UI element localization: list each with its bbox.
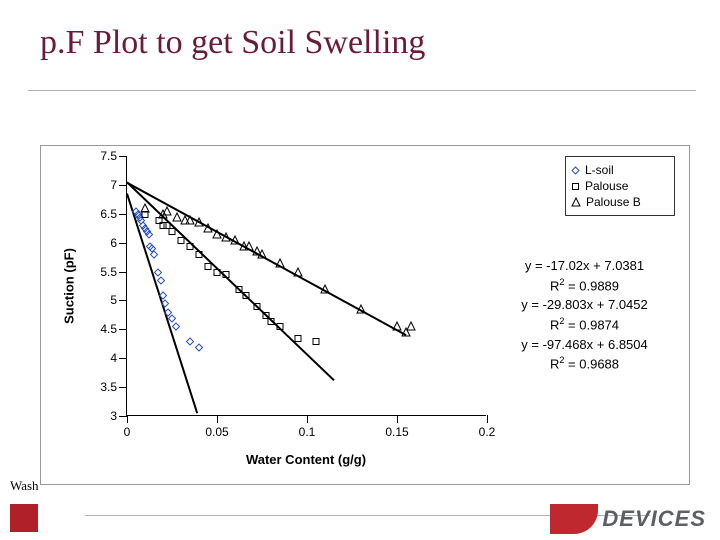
data-point xyxy=(186,211,194,229)
data-point xyxy=(268,312,275,330)
data-point xyxy=(295,329,302,347)
data-point xyxy=(258,245,266,263)
x-tick-label: 0.15 xyxy=(385,415,408,439)
data-point xyxy=(321,280,329,298)
data-point xyxy=(172,317,179,335)
equation-line: y = -29.803x + 7.0452 xyxy=(492,295,677,315)
data-point xyxy=(196,245,203,263)
plot-svg xyxy=(127,156,487,416)
data-point xyxy=(276,254,284,272)
data-point xyxy=(222,228,230,246)
y-tick-label: 7 xyxy=(110,178,127,192)
data-point xyxy=(313,332,320,350)
slide-title: p.F Plot to get Soil Swelling xyxy=(40,24,425,62)
plot-area: 33.544.555.566.577.500.050.10.150.2 xyxy=(126,156,486,416)
devices-label: DEVICES xyxy=(602,506,706,532)
data-point xyxy=(393,317,401,335)
legend-item: Palouse xyxy=(572,179,668,193)
x-tick-label: 0 xyxy=(124,415,131,439)
title-divider xyxy=(28,90,696,91)
data-point xyxy=(235,280,242,298)
data-point xyxy=(253,297,260,315)
data-point xyxy=(187,237,194,255)
data-point xyxy=(231,231,239,249)
devices-icon xyxy=(550,504,598,534)
footer-wash-label: Wash xyxy=(10,478,39,494)
data-point xyxy=(407,317,415,335)
data-point xyxy=(163,202,171,220)
data-point xyxy=(277,317,284,335)
data-point xyxy=(196,338,203,356)
data-point xyxy=(242,286,249,304)
data-point xyxy=(205,257,212,275)
equation-line: y = -97.468x + 6.8504 xyxy=(492,335,677,355)
y-tick-label: 5 xyxy=(110,293,127,307)
y-tick-label: 6 xyxy=(110,236,127,250)
chart-container: Suction (pF) Water Content (g/g) 33.544.… xyxy=(40,145,690,485)
data-point xyxy=(178,231,185,249)
x-tick-label: 0.05 xyxy=(205,415,228,439)
y-tick-label: 7.5 xyxy=(100,149,127,163)
legend-box: L-soil Palouse Palouse B xyxy=(565,156,675,216)
y-tick-label: 4.5 xyxy=(100,322,127,336)
footer-devices: DEVICES xyxy=(550,504,706,534)
data-point xyxy=(294,263,302,281)
x-axis-title: Water Content (g/g) xyxy=(246,452,366,467)
data-point xyxy=(151,245,158,263)
equation-line: R2 = 0.9688 xyxy=(492,354,677,374)
data-point xyxy=(187,332,194,350)
legend-item: Palouse B xyxy=(572,195,668,209)
equation-line: y = -17.02x + 7.0381 xyxy=(492,256,677,276)
legend-item: L-soil xyxy=(572,163,668,177)
data-point xyxy=(214,263,221,281)
y-tick-label: 6.5 xyxy=(100,207,127,221)
equation-line: R2 = 0.9874 xyxy=(492,315,677,335)
data-point xyxy=(357,300,365,318)
fit-equations: y = -17.02x + 7.0381R2 = 0.9889y = -29.8… xyxy=(492,256,677,374)
x-tick-label: 0.1 xyxy=(299,415,316,439)
y-tick-label: 4 xyxy=(110,351,127,365)
x-tick-label: 0.2 xyxy=(479,415,496,439)
data-point xyxy=(195,213,203,231)
data-point xyxy=(141,199,149,217)
y-tick-label: 5.5 xyxy=(100,265,127,279)
y-axis-title: Suction (pF) xyxy=(62,248,77,324)
data-point xyxy=(213,225,221,243)
y-tick-label: 3.5 xyxy=(100,380,127,394)
footer-logo-block xyxy=(10,504,38,532)
data-point xyxy=(223,265,230,283)
data-point xyxy=(204,219,212,237)
equation-line: R2 = 0.9889 xyxy=(492,276,677,296)
